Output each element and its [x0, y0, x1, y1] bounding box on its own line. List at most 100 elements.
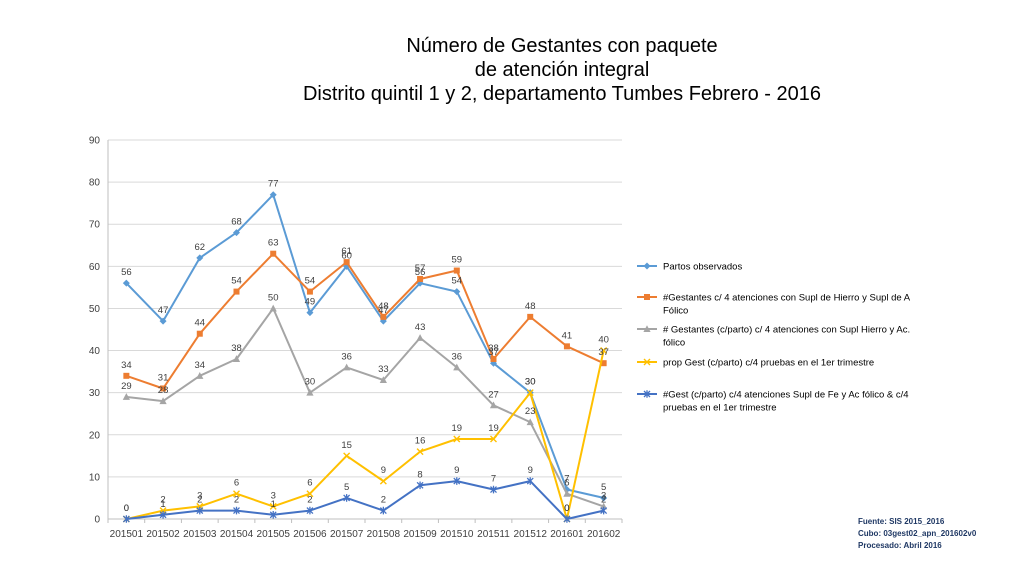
- data-label: 1: [160, 499, 165, 510]
- data-label: 0: [124, 503, 129, 514]
- point-marker: [643, 325, 651, 332]
- point-marker: [379, 376, 387, 384]
- series-lines: [122, 191, 608, 523]
- point-marker: [600, 347, 608, 355]
- point-marker: [122, 279, 130, 287]
- point-marker: [306, 490, 314, 498]
- point-marker: [270, 250, 277, 257]
- point-marker: [417, 275, 424, 282]
- data-label: 31: [158, 372, 169, 383]
- point-marker: [379, 477, 387, 485]
- point-marker: [600, 506, 608, 515]
- data-label: 8: [417, 469, 422, 480]
- data-label: 2: [381, 495, 386, 506]
- data-label: 7: [491, 474, 496, 485]
- point-marker: [343, 452, 351, 460]
- data-label: 6: [564, 478, 569, 489]
- point-marker: [269, 510, 277, 519]
- data-label: 9: [381, 465, 386, 476]
- source-note: Fuente: SIS 2015_2016 Cubo: 03gest02_apn…: [858, 516, 976, 552]
- legend-item-4: prop Gest (c/parto) c/4 pruebas en el 1e…: [637, 358, 874, 369]
- series-line: [126, 350, 605, 520]
- x-tick-label: 201512: [514, 529, 548, 540]
- y-tick-label: 40: [89, 346, 101, 357]
- point-marker: [233, 490, 240, 498]
- y-tick-label: 70: [89, 220, 101, 231]
- point-marker: [489, 401, 498, 409]
- point-marker: [159, 510, 167, 519]
- x-tick-label: 201602: [587, 529, 621, 540]
- data-label: 36: [341, 351, 352, 362]
- point-marker: [306, 309, 314, 317]
- data-label: 37: [598, 347, 609, 358]
- point-marker: [196, 372, 204, 379]
- y-tick-label: 10: [89, 472, 101, 483]
- point-marker: [343, 363, 351, 371]
- data-label: 49: [305, 297, 316, 308]
- y-tick-label: 30: [89, 388, 101, 399]
- point-marker: [527, 313, 534, 320]
- point-marker: [600, 494, 608, 502]
- data-labels: 5647626877496047565437307534314454635461…: [121, 179, 609, 514]
- legend-item-2: #Gestantes c/ 4 atenciones con Supl de H…: [637, 293, 911, 317]
- data-label: 54: [231, 276, 242, 287]
- point-marker: [343, 494, 351, 502]
- point-marker: [269, 304, 277, 312]
- point-marker: [159, 397, 167, 405]
- point-marker: [233, 288, 240, 295]
- legend-label: prop Gest (c/parto) c/4 pruebas en el 1e…: [663, 358, 874, 369]
- data-label: 5: [601, 482, 606, 493]
- point-marker: [453, 435, 461, 443]
- data-label: 34: [194, 360, 205, 371]
- point-marker: [343, 259, 350, 266]
- data-label: 7: [564, 474, 569, 485]
- point-marker: [306, 506, 314, 515]
- data-label: 68: [231, 217, 242, 228]
- data-label: 36: [451, 351, 462, 362]
- legend-label: #Gest (c/parto) c/4 atenciones Supl de F…: [663, 390, 909, 401]
- data-label: 9: [528, 465, 533, 476]
- data-label: 3: [271, 490, 276, 501]
- y-tick-label: 20: [89, 430, 101, 441]
- data-label: 38: [231, 343, 242, 354]
- point-marker: [306, 288, 313, 295]
- point-marker: [600, 502, 608, 510]
- point-marker: [196, 254, 204, 262]
- data-label: 2: [307, 495, 312, 506]
- x-tick-label: 201502: [146, 529, 180, 540]
- series-line: [125, 193, 604, 499]
- data-label: 38: [488, 343, 499, 354]
- legend-item-1: Partos observados: [637, 262, 742, 273]
- data-label: 2: [160, 495, 165, 506]
- data-label: 44: [194, 318, 205, 329]
- point-marker: [122, 393, 130, 400]
- point-marker: [453, 267, 460, 274]
- point-marker: [233, 506, 240, 515]
- data-label: 30: [305, 377, 316, 388]
- y-tick-label: 60: [89, 262, 101, 273]
- legend-label: #Gestantes c/ 4 atenciones con Supl de H…: [663, 293, 911, 304]
- x-tick-label: 201507: [330, 529, 364, 540]
- data-label: 6: [307, 478, 312, 489]
- data-label: 50: [268, 292, 279, 303]
- data-label: 77: [268, 179, 279, 190]
- data-label: 54: [451, 276, 462, 287]
- data-label: 62: [194, 242, 205, 253]
- point-marker: [123, 372, 130, 379]
- y-tick-label: 0: [94, 515, 100, 526]
- point-marker: [306, 388, 314, 396]
- data-label: 54: [305, 276, 316, 287]
- point-marker: [453, 363, 461, 371]
- point-marker: [416, 334, 424, 341]
- source-note-line-3: Procesado: Abril 2016: [858, 541, 942, 550]
- point-marker: [643, 358, 651, 366]
- data-label: 0: [564, 503, 569, 514]
- data-label: 16: [415, 436, 426, 447]
- point-marker: [122, 515, 130, 523]
- point-marker: [159, 317, 167, 325]
- y-tick-label: 80: [89, 178, 101, 189]
- chart-title: Número de Gestantes con paquete de atenc…: [0, 34, 1024, 106]
- data-label: 56: [121, 267, 132, 278]
- data-label: 23: [525, 406, 536, 417]
